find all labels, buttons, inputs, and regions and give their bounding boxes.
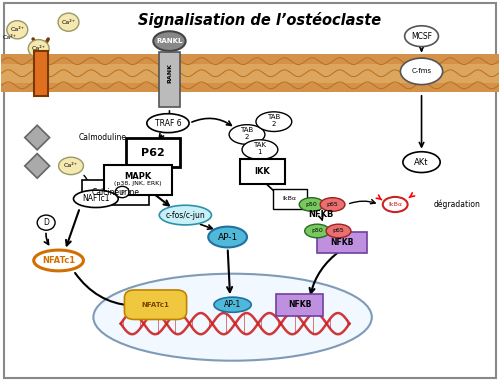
Ellipse shape: [58, 13, 79, 31]
Text: p50: p50: [312, 229, 323, 234]
Ellipse shape: [74, 190, 118, 208]
Bar: [34, 51, 48, 96]
Ellipse shape: [320, 198, 345, 211]
Text: TAK
1: TAK 1: [254, 142, 266, 155]
Text: NFATc1: NFATc1: [42, 256, 75, 265]
Text: Ca²⁺: Ca²⁺: [32, 46, 46, 51]
Ellipse shape: [37, 215, 55, 230]
Ellipse shape: [28, 40, 49, 58]
Ellipse shape: [256, 112, 292, 131]
Bar: [159, 52, 180, 107]
Ellipse shape: [94, 274, 372, 361]
Ellipse shape: [383, 197, 407, 212]
FancyBboxPatch shape: [276, 294, 324, 316]
Ellipse shape: [229, 125, 265, 144]
FancyBboxPatch shape: [104, 165, 172, 195]
Text: TAB
2: TAB 2: [267, 114, 280, 127]
Text: NFKB: NFKB: [330, 238, 353, 247]
Text: TRAF 6: TRAF 6: [154, 118, 182, 128]
Text: p65: p65: [326, 202, 338, 207]
Text: NFKB: NFKB: [288, 300, 312, 309]
Text: NAFTc1: NAFTc1: [82, 194, 110, 203]
Text: P: P: [120, 189, 124, 195]
Text: NFATc1: NFATc1: [142, 302, 170, 308]
Text: c-fos/c-jun: c-fos/c-jun: [166, 211, 205, 219]
FancyBboxPatch shape: [273, 189, 306, 209]
FancyBboxPatch shape: [240, 159, 286, 184]
Text: RANKL: RANKL: [156, 38, 182, 44]
Ellipse shape: [403, 152, 440, 173]
Text: Calcineurine: Calcineurine: [92, 188, 140, 197]
Text: Ca²⁺: Ca²⁺: [64, 163, 78, 168]
Text: IkBα: IkBα: [283, 196, 297, 201]
FancyBboxPatch shape: [4, 3, 496, 378]
Ellipse shape: [299, 198, 324, 211]
Polygon shape: [25, 125, 50, 150]
Text: NFKB: NFKB: [308, 210, 334, 219]
Ellipse shape: [116, 186, 129, 198]
Text: p65: p65: [332, 229, 344, 234]
Ellipse shape: [154, 31, 186, 51]
Text: p50: p50: [306, 202, 318, 207]
Ellipse shape: [34, 250, 84, 271]
Ellipse shape: [7, 21, 28, 39]
Ellipse shape: [304, 224, 330, 238]
Ellipse shape: [208, 227, 247, 247]
Polygon shape: [25, 154, 50, 178]
Text: AP-1: AP-1: [218, 232, 238, 242]
Text: D: D: [43, 218, 49, 227]
Text: AKt: AKt: [414, 158, 429, 166]
Text: Ca²⁺: Ca²⁺: [3, 35, 17, 40]
FancyBboxPatch shape: [124, 290, 186, 320]
Text: Ca²⁺: Ca²⁺: [10, 27, 24, 32]
Ellipse shape: [242, 140, 278, 160]
Bar: [2, 54, 498, 92]
Ellipse shape: [58, 157, 84, 174]
Ellipse shape: [214, 297, 251, 312]
Text: Ca²⁺: Ca²⁺: [62, 20, 76, 25]
Text: MAPK: MAPK: [124, 172, 152, 181]
Text: P62: P62: [141, 148, 165, 158]
Ellipse shape: [160, 205, 212, 225]
Text: IKK: IKK: [254, 167, 270, 176]
FancyBboxPatch shape: [317, 232, 367, 253]
FancyBboxPatch shape: [126, 139, 180, 167]
Text: Calmoduline: Calmoduline: [78, 133, 126, 142]
Text: TAB
2: TAB 2: [240, 127, 254, 140]
Text: RANK: RANK: [167, 63, 172, 83]
Text: IkBα: IkBα: [388, 202, 402, 207]
Text: MCSF: MCSF: [411, 32, 432, 41]
Text: dégradation: dégradation: [434, 200, 481, 209]
Ellipse shape: [326, 224, 351, 238]
Text: Signalisation de l’ostéoclaste: Signalisation de l’ostéoclaste: [138, 12, 382, 28]
Text: (p38, JNK, ERK): (p38, JNK, ERK): [114, 181, 162, 186]
FancyBboxPatch shape: [82, 179, 150, 205]
Text: C-fms: C-fms: [412, 68, 432, 74]
Ellipse shape: [400, 58, 442, 85]
Text: AP-1: AP-1: [224, 300, 241, 309]
Ellipse shape: [404, 26, 438, 46]
Ellipse shape: [147, 114, 189, 133]
Bar: [2, 64, 498, 83]
